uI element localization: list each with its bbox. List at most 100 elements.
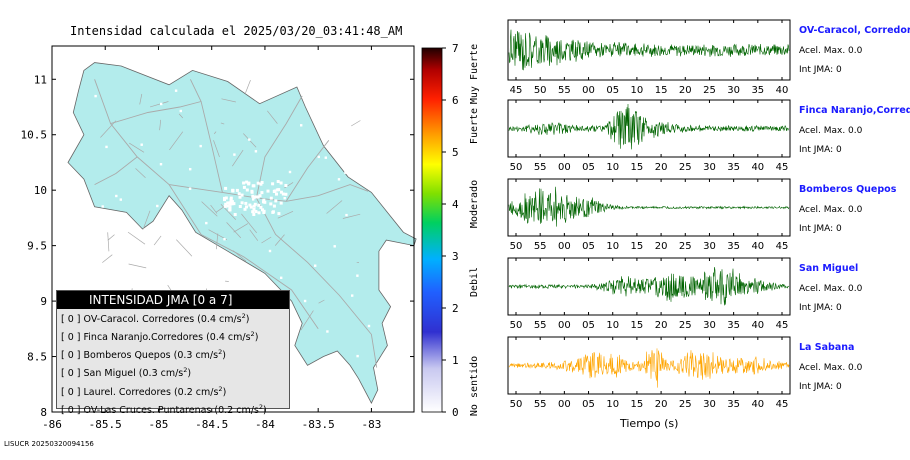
road-segment bbox=[150, 101, 169, 108]
town-marker bbox=[119, 223, 122, 226]
town-marker bbox=[129, 268, 132, 272]
waveform-tick-label: 30 bbox=[703, 241, 716, 252]
town-marker bbox=[159, 163, 163, 166]
waveform-tick-label: 15 bbox=[631, 399, 644, 410]
station-name: Bomberos Quepos bbox=[799, 184, 897, 195]
waveform-tick-label: 40 bbox=[751, 241, 764, 252]
colorbar-tick-label: 4 bbox=[452, 198, 459, 211]
y-tick-label: 8 bbox=[40, 406, 47, 419]
road-segment bbox=[274, 234, 285, 246]
town-marker bbox=[242, 185, 246, 189]
waveform-tick-label: 15 bbox=[631, 241, 644, 252]
x-tick-label: -85.5 bbox=[89, 418, 122, 431]
station-max-accel: Acel. Max. 0.0 bbox=[799, 205, 863, 215]
town-marker bbox=[223, 238, 226, 241]
waveform-trace bbox=[508, 186, 790, 227]
town-marker bbox=[276, 180, 280, 183]
town-marker bbox=[259, 205, 263, 209]
town-marker bbox=[356, 354, 359, 358]
station-name: San Miguel bbox=[799, 263, 859, 274]
town-marker bbox=[180, 271, 184, 274]
station-jma-intensity: Int JMA: 0 bbox=[799, 65, 842, 75]
road-line bbox=[110, 101, 202, 125]
town-marker bbox=[283, 197, 286, 200]
colorbar-tick-label: 7 bbox=[452, 42, 459, 55]
colorbar-category-label: Muy Fuerte bbox=[469, 44, 480, 104]
road-segment bbox=[176, 239, 193, 257]
road-segment bbox=[318, 299, 325, 304]
waveform-tick-label: 55 bbox=[558, 85, 571, 96]
road-segment bbox=[226, 222, 242, 239]
town-marker bbox=[199, 144, 202, 148]
road-segment bbox=[213, 140, 220, 158]
waveform-tick-label: 45 bbox=[510, 85, 523, 96]
town-marker bbox=[184, 219, 187, 222]
legend-station-row: [ 0 ] Laurel. Corredores (0.2 cm/s2) bbox=[61, 384, 227, 398]
town-marker bbox=[205, 221, 208, 225]
town-marker bbox=[277, 212, 281, 216]
waveform-frame bbox=[507, 19, 791, 81]
road-line bbox=[255, 95, 303, 198]
town-marker bbox=[274, 199, 278, 203]
road-segment bbox=[142, 210, 151, 230]
town-marker bbox=[232, 202, 236, 206]
road-segment bbox=[159, 119, 162, 131]
town-marker bbox=[275, 192, 278, 196]
town-marker bbox=[271, 182, 275, 186]
waveform-tick-label: 00 bbox=[558, 399, 571, 410]
station-jma-intensity: Int JMA: 0 bbox=[799, 145, 842, 155]
road-segment bbox=[220, 122, 225, 125]
x-tick-label: -84.5 bbox=[195, 418, 228, 431]
waveform-tick-label: 30 bbox=[703, 399, 716, 410]
town-marker bbox=[351, 294, 354, 297]
town-marker bbox=[179, 109, 182, 113]
town-marker bbox=[101, 205, 104, 208]
town-marker bbox=[269, 202, 273, 206]
waveform-tick-label: 00 bbox=[558, 320, 571, 331]
road-segment bbox=[221, 98, 236, 103]
station-jma-intensity: Int JMA: 0 bbox=[799, 224, 842, 234]
road-segment bbox=[128, 263, 147, 269]
town-marker bbox=[344, 171, 347, 174]
road-segment bbox=[129, 142, 145, 153]
town-marker bbox=[317, 155, 320, 159]
waveform-trace bbox=[508, 267, 790, 306]
colorbar-tick-label: 6 bbox=[452, 94, 459, 107]
town-marker bbox=[242, 181, 246, 185]
road-segment bbox=[326, 200, 343, 214]
town-marker bbox=[345, 213, 348, 217]
waveform-trace bbox=[508, 348, 790, 388]
footer-id: LISUCR 20250320094156 bbox=[4, 440, 94, 448]
town-marker bbox=[240, 193, 244, 197]
waveform-tick-label: 10 bbox=[606, 241, 619, 252]
town-marker bbox=[279, 181, 283, 185]
town-marker bbox=[253, 202, 257, 206]
legend-station-row: [ 0 ] OV-Caracol. Corredores (0.4 cm/s2) bbox=[61, 312, 250, 326]
road-segment bbox=[201, 201, 218, 217]
station-max-accel: Acel. Max. 0.0 bbox=[799, 126, 863, 136]
town-marker bbox=[224, 196, 228, 200]
town-marker bbox=[223, 204, 227, 208]
colorbar-category-label: No sentido bbox=[469, 356, 480, 416]
waveform-tick-label: 25 bbox=[703, 85, 716, 96]
town-marker bbox=[262, 198, 266, 202]
town-marker bbox=[237, 192, 241, 196]
waveform-tick-label: 20 bbox=[679, 85, 692, 96]
town-marker bbox=[314, 264, 317, 267]
town-marker bbox=[235, 188, 239, 192]
town-marker bbox=[94, 94, 97, 98]
station-name: La Sabana bbox=[799, 342, 855, 353]
x-tick-label: -83.5 bbox=[302, 418, 335, 431]
y-tick-label: 10.5 bbox=[21, 129, 48, 142]
town-marker bbox=[361, 117, 364, 120]
town-marker bbox=[281, 192, 285, 196]
waveform-tick-label: 40 bbox=[776, 85, 789, 96]
road-line bbox=[285, 140, 330, 202]
town-marker bbox=[260, 191, 264, 195]
road-line bbox=[189, 79, 223, 193]
y-tick-label: 8.5 bbox=[27, 351, 47, 364]
town-marker bbox=[256, 181, 260, 185]
waveform-tick-label: 55 bbox=[534, 241, 547, 252]
waveform-tick-label: 40 bbox=[751, 162, 764, 173]
town-marker bbox=[160, 102, 163, 106]
